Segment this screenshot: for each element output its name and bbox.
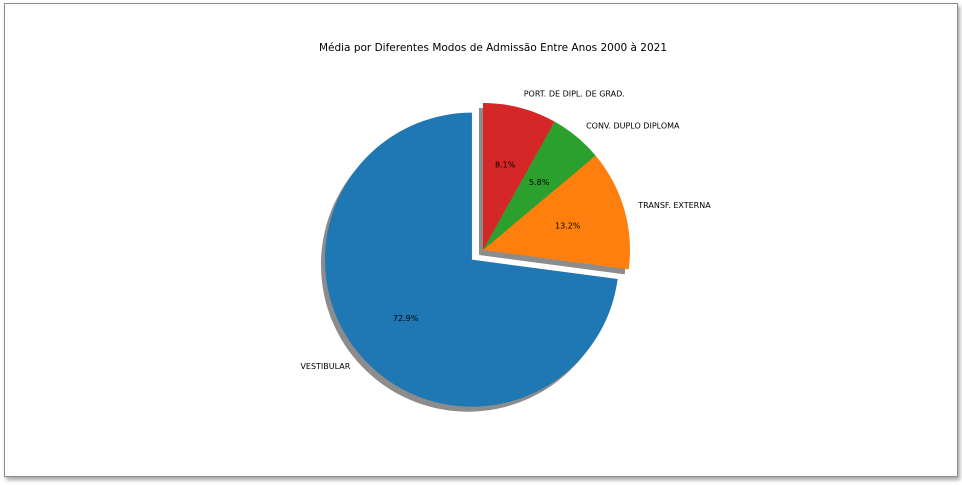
chart-title: Média por Diferentes Modos de Admissão E…	[319, 42, 667, 54]
slice-port-de-dipl-de-grad	[483, 103, 555, 250]
slice-conv-duplo-diploma	[483, 121, 596, 250]
slice-percent-vestibular: 72.9%	[393, 314, 419, 323]
slice-transf-externa	[483, 155, 630, 270]
slice-percent-transf-externa: 13.2%	[555, 221, 581, 230]
slice-vestibular	[324, 112, 618, 407]
slice-percent-port-de-dipl-de-grad: 8.1%	[495, 161, 516, 170]
slice-percent-conv-duplo-diploma: 5.8%	[529, 178, 550, 187]
slice-label-vestibular: VESTIBULAR	[300, 362, 350, 371]
slice-label-port-de-dipl-de-grad: PORT. DE DIPL. DE GRAD.	[524, 90, 625, 99]
pie-slices	[324, 103, 630, 407]
slice-label-conv-duplo-diploma: CONV. DUPLO DIPLOMA	[586, 121, 680, 130]
pie-labels: VESTIBULAR 72.9% TRANSF. EXTERNA 13.2% CONV.…	[300, 90, 711, 372]
slice-label-transf-externa: TRANSF. EXTERNA	[637, 201, 711, 210]
